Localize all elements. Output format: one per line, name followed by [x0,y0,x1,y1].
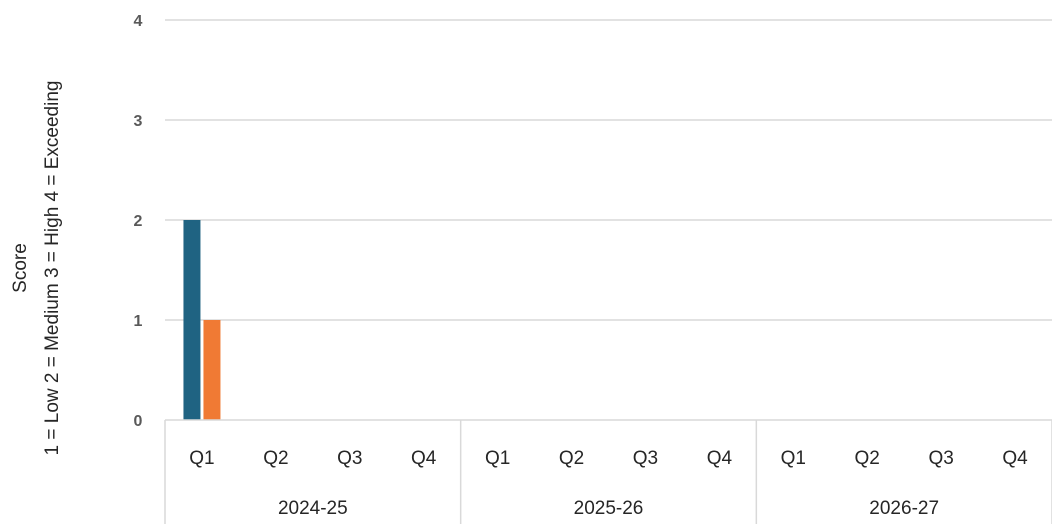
x-tick-label: Q3 [337,448,362,469]
x-tick-label: Q2 [263,448,288,469]
x-tick-label: Q3 [633,448,658,469]
x-tick-label: Q4 [411,448,437,469]
y-tick-label: 2 [134,213,143,230]
y-tick-label: 4 [134,13,143,30]
x-tick-label: Q4 [1002,448,1028,469]
bars [183,220,221,420]
x-tick-label: Q2 [855,448,880,469]
bar-series-1 [183,220,201,420]
x-tick-label: Q1 [781,448,806,469]
y-tick-label: 0 [134,413,143,430]
bar-series-2 [203,320,221,420]
x-group-label: 2026-27 [869,498,939,519]
x-tick-label: Q1 [485,448,510,469]
x-tick-label: Q3 [928,448,953,469]
y-tick-label: 1 [134,313,143,330]
y-axis-title: Score 1 = Low 2 = Medium 3 = High 4 = Ex… [10,81,63,456]
x-axis: Q1 Q2 Q3 Q4 Q1 Q2 Q3 Q4 Q1 Q2 Q3 Q4 2024-25 2025-26 20… [164,419,1052,524]
y-tick-label: 3 [134,113,143,130]
y-axis-ticks: 0 1 2 3 4 [134,13,143,430]
y-axis-label-score: Score [10,243,31,293]
gridlines [165,19,1052,321]
x-tick-label: Q1 [189,448,214,469]
x-tick-label: Q4 [707,448,733,469]
x-group-label: 2025-26 [574,498,644,519]
x-group-label: 2024-25 [278,498,348,519]
x-tick-label: Q2 [559,448,584,469]
y-axis-label-scale: 1 = Low 2 = Medium 3 = High 4 = Exceedin… [42,81,63,456]
